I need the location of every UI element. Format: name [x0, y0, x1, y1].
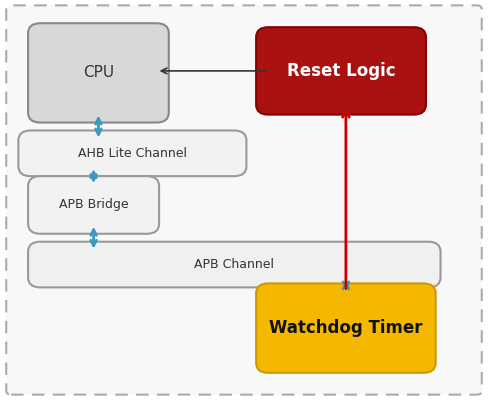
Text: CPU: CPU — [83, 65, 114, 80]
Text: AHB Lite Channel: AHB Lite Channel — [78, 147, 187, 160]
FancyBboxPatch shape — [19, 130, 246, 176]
FancyBboxPatch shape — [28, 23, 169, 122]
FancyBboxPatch shape — [256, 27, 426, 114]
Text: APB Bridge: APB Bridge — [59, 198, 128, 212]
Text: APB Channel: APB Channel — [194, 258, 274, 271]
FancyBboxPatch shape — [6, 5, 482, 395]
FancyBboxPatch shape — [28, 242, 441, 287]
Text: Watchdog Timer: Watchdog Timer — [269, 319, 423, 337]
FancyBboxPatch shape — [256, 284, 436, 373]
FancyBboxPatch shape — [28, 176, 159, 234]
Text: Reset Logic: Reset Logic — [287, 62, 395, 80]
